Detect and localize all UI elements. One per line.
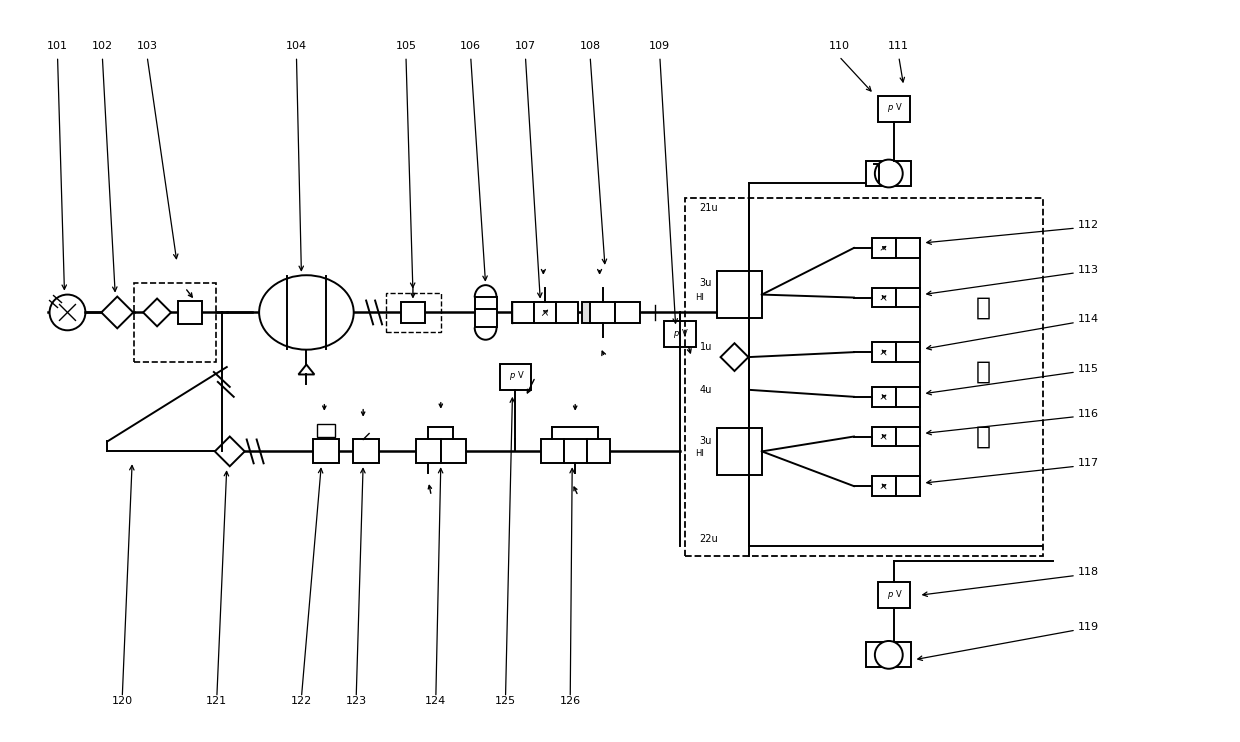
- Bar: [587, 439, 610, 463]
- Text: 1u: 1u: [699, 342, 712, 352]
- Circle shape: [875, 641, 903, 669]
- Bar: [872, 427, 895, 447]
- Bar: [895, 288, 920, 307]
- Bar: [512, 301, 534, 324]
- Bar: [401, 301, 425, 324]
- Bar: [895, 476, 920, 496]
- Bar: [582, 301, 596, 324]
- Text: 22u: 22u: [699, 533, 718, 544]
- Bar: [134, 283, 216, 362]
- Ellipse shape: [259, 275, 353, 349]
- Text: 123: 123: [346, 697, 367, 706]
- Bar: [317, 424, 335, 438]
- Bar: [534, 301, 557, 324]
- Bar: [895, 427, 920, 447]
- Text: 3u: 3u: [699, 278, 712, 288]
- Bar: [872, 342, 895, 362]
- Text: HI: HI: [694, 293, 703, 302]
- Text: 117: 117: [1078, 459, 1099, 468]
- Bar: [872, 387, 895, 407]
- Bar: [663, 321, 696, 347]
- Bar: [590, 301, 615, 324]
- Bar: [314, 439, 340, 463]
- Bar: [867, 643, 911, 667]
- Bar: [878, 582, 910, 608]
- Circle shape: [875, 160, 903, 188]
- Text: 件: 件: [976, 424, 991, 448]
- Text: p: p: [673, 329, 678, 338]
- Bar: [872, 238, 895, 258]
- Text: 110: 110: [828, 42, 849, 51]
- Bar: [564, 439, 587, 463]
- Text: 102: 102: [92, 42, 113, 51]
- Text: p: p: [508, 372, 515, 381]
- Text: 121: 121: [206, 697, 227, 706]
- Text: 109: 109: [650, 42, 671, 51]
- Text: 104: 104: [286, 42, 308, 51]
- Text: 108: 108: [579, 42, 600, 51]
- Text: V: V: [517, 372, 523, 381]
- Bar: [872, 476, 895, 496]
- Text: V: V: [895, 103, 901, 113]
- Bar: [475, 298, 496, 327]
- Text: 115: 115: [1078, 364, 1099, 374]
- Text: 114: 114: [1078, 315, 1099, 324]
- Bar: [684, 198, 1043, 556]
- Text: 101: 101: [47, 42, 68, 51]
- Polygon shape: [720, 344, 749, 371]
- Text: 119: 119: [1078, 622, 1099, 632]
- Bar: [557, 301, 578, 324]
- Bar: [895, 387, 920, 407]
- Polygon shape: [143, 298, 171, 326]
- Text: p: p: [887, 103, 893, 113]
- Text: 126: 126: [559, 697, 580, 706]
- Bar: [415, 439, 440, 463]
- Text: 21u: 21u: [699, 203, 718, 213]
- Bar: [541, 439, 564, 463]
- Text: p: p: [887, 590, 893, 599]
- Text: 105: 105: [396, 42, 417, 51]
- Bar: [867, 161, 911, 186]
- Text: 103: 103: [136, 42, 157, 51]
- Text: 120: 120: [112, 697, 133, 706]
- Bar: [179, 301, 202, 324]
- Polygon shape: [102, 297, 133, 328]
- Polygon shape: [215, 436, 244, 466]
- Text: 被: 被: [976, 295, 991, 320]
- Text: 测: 测: [976, 360, 991, 384]
- Text: 111: 111: [888, 42, 909, 51]
- Text: V: V: [895, 590, 901, 599]
- Bar: [878, 96, 910, 122]
- Text: 125: 125: [495, 697, 516, 706]
- Text: 116: 116: [1078, 409, 1099, 418]
- Text: HI: HI: [694, 449, 703, 458]
- Text: 124: 124: [425, 697, 446, 706]
- Bar: [717, 271, 761, 318]
- Bar: [895, 238, 920, 258]
- Text: 106: 106: [460, 42, 481, 51]
- Bar: [500, 364, 532, 390]
- Polygon shape: [299, 364, 315, 375]
- Bar: [353, 439, 379, 463]
- Text: 107: 107: [515, 42, 536, 51]
- Text: 4u: 4u: [699, 385, 712, 395]
- Text: 118: 118: [1078, 568, 1099, 577]
- Bar: [872, 288, 895, 307]
- Text: 112: 112: [1078, 220, 1099, 230]
- Bar: [386, 292, 440, 332]
- Text: 3u: 3u: [699, 436, 712, 447]
- Text: V: V: [682, 329, 688, 338]
- Bar: [440, 439, 466, 463]
- Text: 113: 113: [1078, 265, 1099, 275]
- Bar: [717, 427, 761, 475]
- Bar: [895, 342, 920, 362]
- Text: 122: 122: [291, 697, 312, 706]
- Bar: [615, 301, 640, 324]
- Circle shape: [50, 295, 86, 330]
